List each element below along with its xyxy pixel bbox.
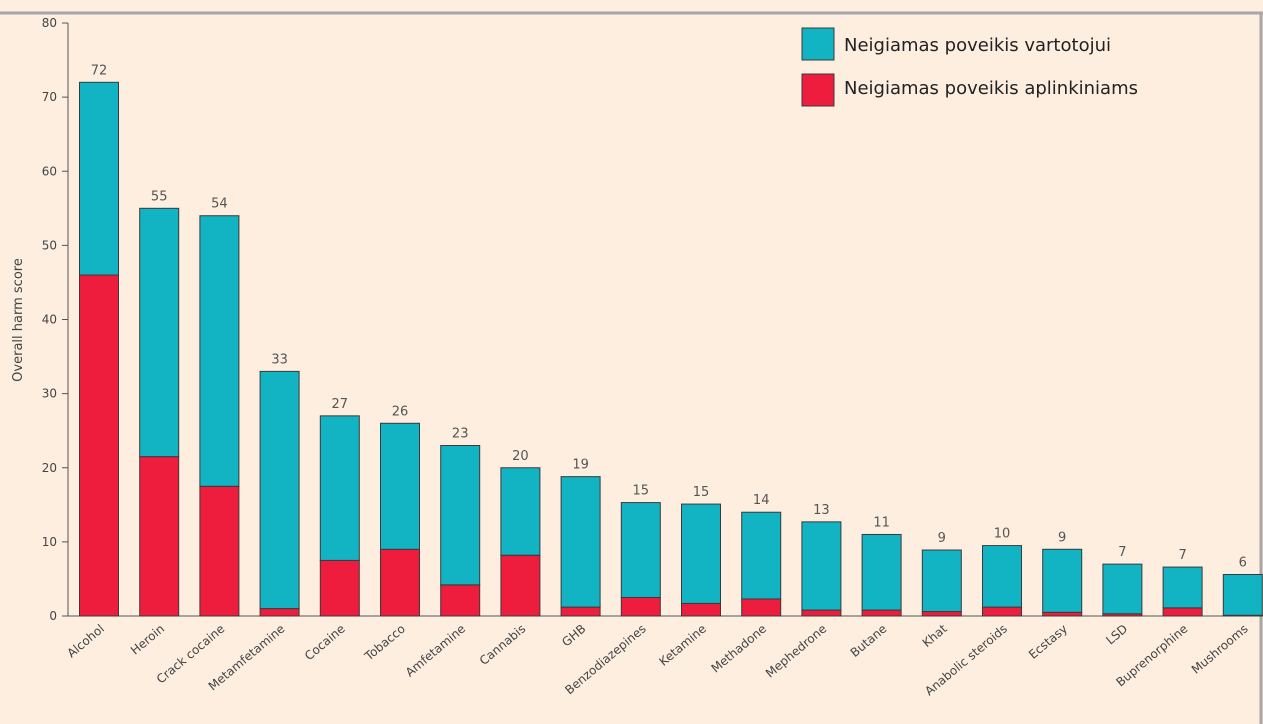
bar-segment-others <box>79 274 119 617</box>
total-value-label: 10 <box>994 527 1011 542</box>
bar-segment-others <box>1162 607 1203 617</box>
bar-segment-user <box>861 533 902 611</box>
total-value-label: 7 <box>1178 548 1186 563</box>
bar-segment-others <box>560 606 601 617</box>
category-label: Alcohol <box>64 622 107 661</box>
category-label: Khat <box>920 621 950 650</box>
bar-segment-user <box>560 476 601 608</box>
category-label: LSD <box>1103 622 1130 648</box>
category-label: Cannabis <box>477 622 529 668</box>
bar-segment-user <box>1222 573 1263 616</box>
bar-segment-user <box>380 422 420 550</box>
bar-segment-user <box>79 81 119 276</box>
category-label: Mushrooms <box>1189 622 1251 677</box>
category-label: Ecstasy <box>1026 622 1070 662</box>
bar-segment-others <box>199 485 240 617</box>
y-tick-label: 50 <box>42 238 57 252</box>
total-labels: 72 55 54 33 27 26 23 20 19 15 15 14 13 11 9 10 9 7 7 6 <box>91 63 1247 570</box>
category-label: Heroin <box>128 622 167 658</box>
total-value-label: 26 <box>392 404 409 419</box>
bar-segment-user <box>681 503 721 604</box>
legend-label-others: Neigiamas poveikis aplinkiniams <box>844 78 1138 99</box>
bar-segment-user <box>1042 548 1083 613</box>
bar-segment-others <box>681 602 721 617</box>
category-label: Amfetamine <box>403 622 468 680</box>
total-value-label: 9 <box>1058 530 1066 545</box>
total-value-label: 27 <box>332 397 349 412</box>
total-value-label: 7 <box>1118 545 1126 560</box>
total-value-label: 54 <box>211 197 228 212</box>
y-tick-label: 60 <box>42 164 57 178</box>
total-value-label: 13 <box>813 503 830 518</box>
category-label: Tobacco <box>361 622 408 664</box>
bar-segment-others <box>741 598 782 617</box>
bar-segment-others <box>440 584 481 617</box>
bar-segment-user <box>982 545 1022 608</box>
total-value-label: 11 <box>873 515 890 530</box>
bar-segment-user <box>801 521 842 611</box>
category-label: Ketamine <box>656 622 708 669</box>
bar-segment-user <box>741 511 782 600</box>
total-value-label: 20 <box>512 449 529 464</box>
y-tick-label: 20 <box>42 461 57 475</box>
bar-segment-user <box>199 215 240 487</box>
total-value-label: 15 <box>633 484 650 499</box>
bar-segment-others <box>620 596 661 617</box>
y-ticks: 0 10 20 30 40 50 60 70 80 <box>42 16 68 623</box>
y-tick-label: 40 <box>42 313 57 327</box>
total-value-label: 23 <box>452 427 469 442</box>
bar-segment-user <box>440 445 481 586</box>
total-value-label: 19 <box>572 458 589 473</box>
bar-segment-user <box>500 467 541 556</box>
total-value-label: 55 <box>151 189 168 204</box>
category-label: Butane <box>848 622 890 660</box>
bar-segment-others <box>319 559 360 617</box>
bar-segment-user <box>620 502 661 598</box>
bar-segment-others <box>139 456 180 617</box>
bar-segment-others <box>1042 611 1083 617</box>
legend-label-user: Neigiamas poveikis vartotojui <box>844 35 1111 56</box>
bars <box>79 81 1263 617</box>
bar-segment-others <box>921 611 962 617</box>
bar-segment-user <box>139 207 180 458</box>
category-label: Cocaine <box>302 622 348 664</box>
y-axis-label: Overall harm score <box>11 258 26 382</box>
bar-segment-others <box>801 609 842 617</box>
bar-segment-others <box>861 609 902 617</box>
legend-swatch-user <box>801 27 835 61</box>
total-value-label: 72 <box>91 63 108 78</box>
total-value-label: 14 <box>753 493 770 508</box>
total-value-label: 33 <box>271 352 288 367</box>
bar-segment-user <box>1162 566 1203 609</box>
y-tick-label: 10 <box>42 535 57 549</box>
total-value-label: 15 <box>693 485 710 500</box>
legend: Neigiamas poveikis vartotojui Neigiamas … <box>801 27 1138 107</box>
bar-segment-others <box>259 608 300 617</box>
bar-segment-others <box>500 554 541 617</box>
bar-segment-user <box>1102 563 1143 615</box>
y-tick-label: 0 <box>49 609 57 623</box>
legend-swatch-others <box>801 73 835 107</box>
y-tick-label: 70 <box>42 90 57 104</box>
bar-segment-user <box>259 370 300 610</box>
y-tick-label: 80 <box>42 16 57 30</box>
total-value-label: 6 <box>1239 555 1247 570</box>
bar-segment-others <box>982 606 1022 617</box>
category-label: GHB <box>559 622 588 650</box>
total-value-label: 9 <box>938 531 946 546</box>
category-label: Methadone <box>709 622 770 676</box>
y-tick-label: 30 <box>42 387 57 401</box>
bar-segment-user <box>319 415 360 561</box>
bar-segment-user <box>921 549 962 613</box>
bar-segment-others <box>380 548 420 617</box>
category-label: Mephedrone <box>763 622 829 681</box>
